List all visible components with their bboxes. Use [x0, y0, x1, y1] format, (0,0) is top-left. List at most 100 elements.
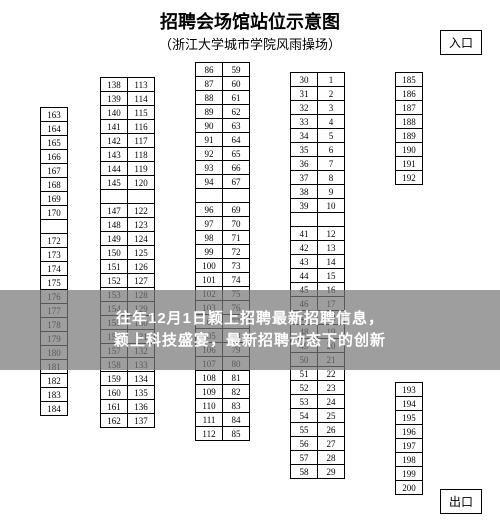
- booth-cell: 32: [290, 100, 318, 115]
- booth-pair: 9871: [195, 231, 250, 245]
- booth-pair: 144119: [100, 162, 155, 176]
- booth-cell: 66: [222, 160, 250, 175]
- booth-cell: 168: [40, 177, 68, 192]
- booth-cell: 85: [222, 426, 250, 441]
- booth-pair: 159134: [100, 372, 155, 386]
- booth-cell: 162: [100, 413, 128, 428]
- booth-cell: 81: [222, 370, 250, 385]
- booth-cell: 90: [195, 118, 223, 133]
- booth-column: 185186187188189190191192: [395, 73, 423, 185]
- entrance-label: 入口: [440, 30, 482, 55]
- booth-pair: 10982: [195, 385, 250, 399]
- booth-pair: 141116: [100, 120, 155, 134]
- booth-cell: 7: [317, 156, 345, 171]
- booth-pair: 142117: [100, 134, 155, 148]
- booth-cell: 34: [290, 128, 318, 143]
- booth-cell: 170: [40, 205, 68, 220]
- booth-pair: 4415: [290, 269, 345, 283]
- booth-cell: 39: [290, 198, 318, 213]
- booth-cell: 92: [195, 146, 223, 161]
- booth-pair: 4213: [290, 241, 345, 255]
- booth-cell: 25: [317, 408, 345, 423]
- booth-cell: 41: [290, 226, 318, 241]
- booth-cell: [290, 212, 318, 227]
- booth-cell: 160: [100, 385, 128, 400]
- booth-cell: 13: [317, 240, 345, 255]
- booth-pair: 148123: [100, 218, 155, 232]
- floor-diagram: 1631641651661671681691701721731741751761…: [0, 63, 500, 503]
- booth-cell: 173: [40, 247, 68, 262]
- booth-cell: 142: [100, 133, 128, 148]
- booth-cell: 1: [317, 72, 345, 87]
- booth-cell: 199: [395, 466, 423, 481]
- booth-pair: 9770: [195, 217, 250, 231]
- booth-pair: 9063: [195, 119, 250, 133]
- booth-cell: 122: [127, 203, 155, 218]
- booth-pair: 11083: [195, 399, 250, 413]
- booth-pair: 301: [290, 73, 345, 87]
- booth-cell: 2: [317, 86, 345, 101]
- booth-cell: 112: [195, 426, 223, 441]
- booth-pair: 8861: [195, 91, 250, 105]
- booth-cell: 74: [222, 272, 250, 287]
- booth-pair: 9467: [195, 175, 250, 189]
- booth-pair: 378: [290, 171, 345, 185]
- booth-cell: 88: [195, 90, 223, 105]
- booth-cell: 30: [290, 72, 318, 87]
- booth-pair: 10073: [195, 259, 250, 273]
- booth-cell: 73: [222, 258, 250, 273]
- booth-cell: 143: [100, 147, 128, 162]
- booth-cell: 29: [317, 464, 345, 479]
- booth-cell: 111: [195, 412, 223, 427]
- booth-cell: 86: [195, 62, 223, 77]
- booth-cell: 101: [195, 272, 223, 287]
- booth-cell: 136: [127, 399, 155, 414]
- booth-pair: 161136: [100, 400, 155, 414]
- booth-cell: 166: [40, 149, 68, 164]
- booth-cell: 190: [395, 142, 423, 157]
- banner-overlay: 往年12月1日颖上招聘最新招聘信息， 颖上科技盛宴，最新招聘动态下的创新: [0, 290, 500, 370]
- booth-pair: 5324: [290, 395, 345, 409]
- booth-pair: 149124: [100, 232, 155, 246]
- booth-pair: 9366: [195, 161, 250, 175]
- booth-cell: 109: [195, 384, 223, 399]
- booth-cell: 64: [222, 132, 250, 147]
- booth-cell: 99: [195, 244, 223, 259]
- booth-cell: 84: [222, 412, 250, 427]
- booth-cell: 161: [100, 399, 128, 414]
- booth-pair: [290, 213, 345, 227]
- booth-cell: 123: [127, 217, 155, 232]
- booth-cell: 151: [100, 259, 128, 274]
- booth-cell: 108: [195, 370, 223, 385]
- booth-pair: 11285: [195, 427, 250, 441]
- booth-cell: 184: [40, 401, 68, 416]
- booth-cell: 96: [195, 202, 223, 217]
- booth-column: 193194195196197198199200: [395, 383, 423, 495]
- booth-cell: 97: [195, 216, 223, 231]
- booth-cell: 26: [317, 422, 345, 437]
- booth-pair: 8760: [195, 77, 250, 91]
- booth-cell: 119: [127, 161, 155, 176]
- booth-pair: 152127: [100, 274, 155, 288]
- booth-cell: 57: [290, 450, 318, 465]
- booth-cell: [127, 189, 155, 204]
- booth-pair: 345: [290, 129, 345, 143]
- booth-pair: 5627: [290, 437, 345, 451]
- booth-pair: 8659: [195, 63, 250, 77]
- booth-cell: 94: [195, 174, 223, 189]
- booth-cell: 82: [222, 384, 250, 399]
- booth-cell: 59: [222, 62, 250, 77]
- booth-cell: 100: [195, 258, 223, 273]
- booth-cell: 175: [40, 275, 68, 290]
- booth-cell: 147: [100, 203, 128, 218]
- booth-cell: 56: [290, 436, 318, 451]
- booth-pair: 151126: [100, 260, 155, 274]
- booth-cell: 115: [127, 105, 155, 120]
- booth-cell: 117: [127, 133, 155, 148]
- booth-cell: 43: [290, 254, 318, 269]
- booth-cell: 52: [290, 380, 318, 395]
- booth-pair: 10174: [195, 273, 250, 287]
- booth-cell: 200: [395, 480, 423, 495]
- booth-pair: 140115: [100, 106, 155, 120]
- booth-cell: 186: [395, 86, 423, 101]
